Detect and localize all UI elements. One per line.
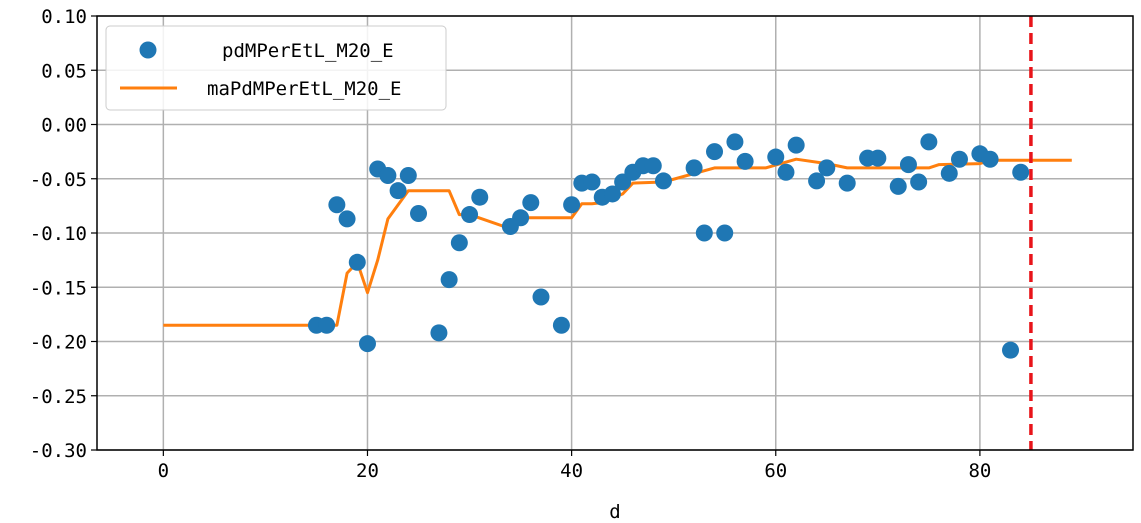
scatter-point <box>838 174 856 192</box>
scatter-point <box>981 150 999 168</box>
scatter-point <box>440 271 458 289</box>
ticks: 0 20 40 60 80 0.10 0.05 0.00 -0.05 -0.10 -0.15 -0.2… <box>30 6 992 482</box>
x-axis-label: d <box>609 501 620 523</box>
y-tick-label: 0.05 <box>41 60 87 82</box>
scatter-point <box>358 335 376 353</box>
scatter-point <box>532 288 550 306</box>
scatter-point <box>736 152 754 170</box>
legend-marker-scatter <box>139 41 157 59</box>
y-tick-label: 0.00 <box>41 115 87 137</box>
scatter-point <box>552 316 570 334</box>
x-tick-label: 0 <box>158 460 169 482</box>
scatter-point <box>410 204 428 222</box>
scatter-point <box>818 159 836 177</box>
scatter-point <box>430 324 448 342</box>
scatter-point <box>706 143 724 161</box>
scatter-point <box>603 185 621 203</box>
scatter-point <box>450 234 468 252</box>
ma-series-line <box>163 157 1072 327</box>
y-tick-label: -0.30 <box>30 440 87 462</box>
scatter-point <box>808 172 826 190</box>
scatter-point <box>950 150 968 168</box>
scatter-point <box>695 224 713 242</box>
ma-series-layer <box>163 157 1072 327</box>
y-tick-label: -0.25 <box>30 386 87 408</box>
scatter-point <box>522 194 540 212</box>
scatter-point <box>940 164 958 182</box>
x-tick-label: 60 <box>764 460 787 482</box>
scatter-point <box>787 136 805 154</box>
y-tick-label: 0.10 <box>41 6 87 28</box>
scatter-point <box>654 172 672 190</box>
scatter-point <box>338 210 356 228</box>
legend-label-scatter: pdMPerEtL_M20_E <box>222 40 394 62</box>
y-tick-label: -0.05 <box>30 169 87 191</box>
scatter-point <box>685 159 703 177</box>
scatter-point <box>777 163 795 181</box>
scatter-point <box>379 166 397 184</box>
scatter-point <box>583 173 601 191</box>
scatter-point <box>726 133 744 151</box>
scatter-point <box>328 196 346 214</box>
scatter-point <box>348 253 366 271</box>
scatter-point <box>899 156 917 174</box>
scatter-point <box>399 166 417 184</box>
scatter-point <box>716 224 734 242</box>
scatter-point <box>512 209 530 227</box>
legend-label-line: maPdMPerEtL_M20_E <box>207 78 401 100</box>
scatter-series-layer <box>307 133 1030 359</box>
legend: pdMPerEtL_M20_E maPdMPerEtL_M20_E <box>105 25 447 111</box>
legend-box <box>105 25 447 111</box>
scatter-point <box>563 196 581 214</box>
scatter-point <box>910 173 928 191</box>
y-tick-label: -0.20 <box>30 332 87 354</box>
scatter-point <box>644 157 662 175</box>
scatter-point <box>1012 163 1030 181</box>
scatter-point <box>767 148 785 166</box>
y-tick-label: -0.15 <box>30 277 87 299</box>
x-tick-label: 80 <box>968 460 991 482</box>
x-tick-label: 20 <box>356 460 379 482</box>
scatter-point <box>920 133 938 151</box>
scatter-point <box>1002 341 1020 359</box>
y-tick-label: -0.10 <box>30 223 87 245</box>
scatter-point <box>471 188 489 206</box>
scatter-point <box>389 182 407 200</box>
scatter-point <box>318 316 336 334</box>
scatter-point <box>461 206 479 224</box>
scatter-point <box>889 177 907 195</box>
scatter-point <box>869 149 887 167</box>
x-tick-label: 40 <box>560 460 583 482</box>
